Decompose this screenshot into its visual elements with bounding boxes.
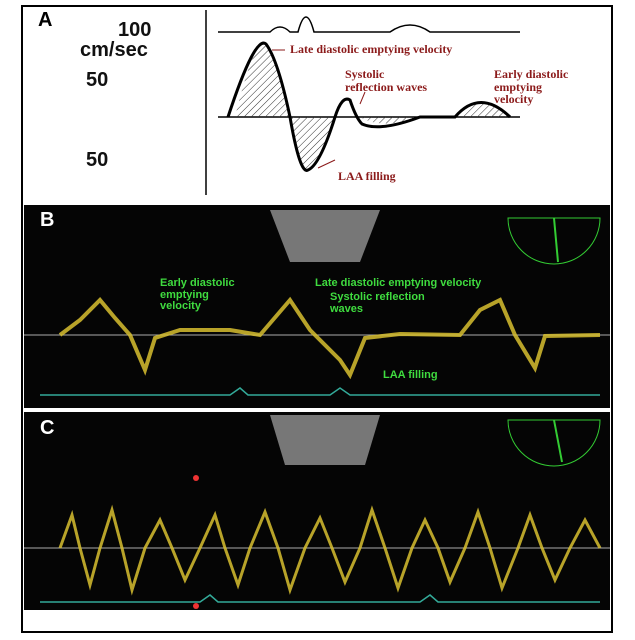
annotation: Early diastolic emptying velocity (494, 68, 574, 106)
panel-label: B (40, 210, 54, 231)
annotation: Late diastolic emptying velocity (315, 278, 481, 290)
axis-label: 50 (86, 70, 108, 91)
annotation: LAA filling (338, 170, 396, 183)
annotation: Early diastolic emptying velocity (160, 278, 250, 313)
echo-inset (270, 415, 380, 465)
annotation: Systolic reflection waves (330, 292, 460, 315)
axis-label: cm/sec (80, 40, 148, 61)
axis-label: 100 (118, 20, 151, 41)
marker (193, 475, 199, 481)
axis-label: 50 (86, 150, 108, 171)
panel-label: C (40, 418, 54, 439)
figure: A 100 cm/sec 50 50 Late diastolic emptyi… (0, 0, 635, 640)
annotation: Systolic reflection waves (345, 68, 435, 93)
annotation: LAA filling (383, 370, 438, 382)
panel-label: A (38, 10, 52, 31)
annotation: Late diastolic emptying velocity (290, 43, 452, 56)
marker (193, 603, 199, 609)
